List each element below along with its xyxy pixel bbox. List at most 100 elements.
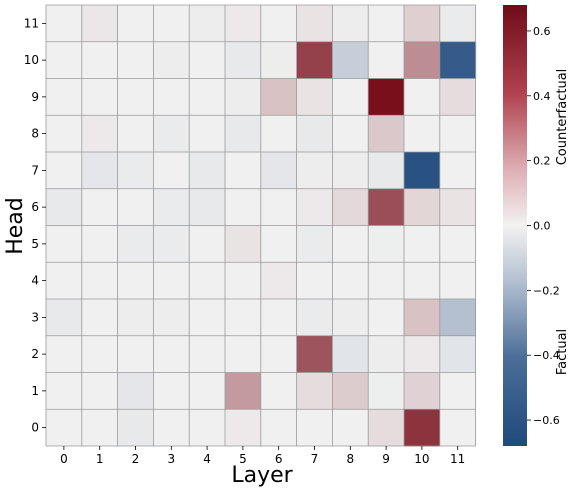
heatmap-cell xyxy=(296,299,333,337)
colorbar-tick-label: −0.6 xyxy=(533,414,560,427)
heatmap-cell xyxy=(153,225,190,263)
heatmap-cells xyxy=(46,5,477,447)
y-tick-label: 7 xyxy=(31,163,39,177)
colorbar-tick-label: 0.0 xyxy=(533,220,551,233)
heatmap-cell xyxy=(368,409,405,447)
heatmap-cell xyxy=(46,41,83,79)
heatmap-cell xyxy=(153,78,190,116)
heatmap-cell xyxy=(81,299,119,337)
heatmap-cell xyxy=(260,115,298,153)
y-tick-label: 2 xyxy=(31,347,39,361)
heatmap-cell xyxy=(404,262,441,300)
heatmap-cell xyxy=(368,225,405,263)
heatmap-cell xyxy=(189,152,226,190)
heatmap-cell xyxy=(46,372,83,410)
colorbar-tick-label: 0.4 xyxy=(533,90,551,103)
heatmap-cell xyxy=(46,188,83,226)
heatmap-cell xyxy=(296,152,333,190)
heatmap-cell xyxy=(189,115,226,153)
heatmap-cell xyxy=(189,41,226,79)
heatmap-cell xyxy=(439,152,477,190)
heatmap-cell xyxy=(46,115,83,153)
heatmap-cell xyxy=(189,225,226,263)
heatmap-cell xyxy=(368,335,405,373)
heatmap-cell xyxy=(225,335,262,373)
heatmap-cell xyxy=(81,188,119,226)
heatmap-cell xyxy=(46,225,83,263)
heatmap-cell xyxy=(153,115,190,153)
heatmap-cell xyxy=(46,409,83,447)
heatmap-cell xyxy=(153,372,190,410)
heatmap-cell xyxy=(260,372,298,410)
y-tick-label: 11 xyxy=(24,16,39,30)
heatmap-cell xyxy=(46,299,83,337)
heatmap-cell xyxy=(332,409,369,447)
heatmap-cell xyxy=(368,5,405,43)
x-tick-label: 2 xyxy=(132,452,140,466)
heatmap-cell xyxy=(296,5,333,43)
heatmap-cell xyxy=(117,41,154,79)
heatmap-cell xyxy=(225,409,262,447)
heatmap-cell xyxy=(332,152,369,190)
heatmap-cell xyxy=(81,152,119,190)
heatmap-cell xyxy=(332,262,369,300)
heatmap-cell xyxy=(46,335,83,373)
heatmap-cell xyxy=(296,409,333,447)
heatmap-cell xyxy=(296,188,333,226)
heatmap-cell xyxy=(404,372,441,410)
heatmap-cell xyxy=(117,5,154,43)
heatmap-cell xyxy=(117,262,154,300)
heatmap-cell xyxy=(189,5,226,43)
colorbar-label-factual: Factual xyxy=(555,329,570,375)
heatmap-cell xyxy=(332,188,369,226)
heatmap-cell xyxy=(368,299,405,337)
heatmap-cell xyxy=(332,225,369,263)
heatmap-cell xyxy=(225,262,262,300)
heatmap-cell xyxy=(81,78,119,116)
heatmap-cell xyxy=(46,5,83,43)
heatmap-cell xyxy=(81,225,119,263)
heatmap-cell xyxy=(153,335,190,373)
heatmap-cell xyxy=(404,299,441,337)
x-tick-label: 10 xyxy=(414,452,429,466)
heatmap-cell xyxy=(404,188,441,226)
heatmap-cell xyxy=(439,5,477,43)
heatmap-cell xyxy=(117,299,154,337)
heatmap-cell xyxy=(153,152,190,190)
heatmap-cell xyxy=(81,262,119,300)
x-tick-label: 8 xyxy=(346,452,354,466)
heatmap-cell xyxy=(189,262,226,300)
y-tick-label: 9 xyxy=(31,90,39,104)
heatmap-cell xyxy=(260,262,298,300)
heatmap-cell xyxy=(439,372,477,410)
heatmap-cell xyxy=(153,41,190,79)
x-tick-label: 11 xyxy=(450,452,465,466)
heatmap-cell xyxy=(439,78,477,116)
heatmap-cell xyxy=(189,188,226,226)
heatmap-cell xyxy=(153,299,190,337)
colorbar-tick-label: 0.6 xyxy=(533,25,551,38)
x-tick-label: 1 xyxy=(96,452,104,466)
heatmap-cell xyxy=(296,41,333,79)
heatmap-cell xyxy=(332,5,369,43)
heatmap-cell xyxy=(225,188,262,226)
x-tick-label: 5 xyxy=(239,452,247,466)
heatmap-cell xyxy=(189,299,226,337)
heatmap-cell xyxy=(368,78,405,116)
heatmap-cell xyxy=(439,41,477,79)
heatmap-cell xyxy=(368,41,405,79)
heatmap-grid xyxy=(45,4,477,447)
heatmap-cell xyxy=(439,262,477,300)
x-tick-label: 6 xyxy=(275,452,283,466)
heatmap-cell xyxy=(260,188,298,226)
heatmap-cell xyxy=(225,78,262,116)
heatmap-cell xyxy=(404,225,441,263)
heatmap-cell xyxy=(117,115,154,153)
heatmap-cell xyxy=(296,372,333,410)
x-axis-label: Layer xyxy=(231,463,293,488)
heatmap-cell xyxy=(225,115,262,153)
heatmap-cell xyxy=(153,188,190,226)
heatmap-cell xyxy=(439,409,477,447)
heatmap-cell xyxy=(117,152,154,190)
